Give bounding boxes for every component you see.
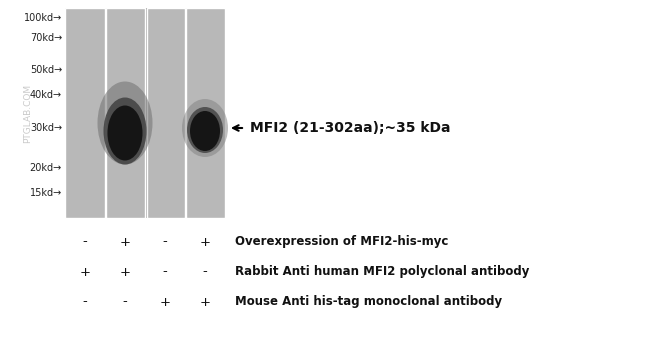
Bar (65, 8, 105, 218)
Bar (65, 8, 225, 218)
Text: 50kd→: 50kd→ (30, 65, 62, 75)
Text: 70kd→: 70kd→ (30, 33, 62, 43)
Ellipse shape (107, 105, 142, 160)
Text: 30kd→: 30kd→ (30, 123, 62, 133)
Ellipse shape (98, 81, 153, 165)
Text: 15kd→: 15kd→ (30, 188, 62, 198)
Text: +: + (120, 235, 131, 249)
Text: -: - (123, 296, 127, 308)
Text: -: - (203, 266, 207, 279)
Ellipse shape (182, 99, 228, 157)
Text: +: + (120, 266, 131, 279)
Text: MFI2 (21-302aa);~35 kDa: MFI2 (21-302aa);~35 kDa (250, 121, 450, 135)
Text: +: + (159, 296, 170, 308)
Text: -: - (83, 296, 87, 308)
Bar (186, 8, 225, 218)
Text: 20kd→: 20kd→ (30, 163, 62, 173)
Ellipse shape (187, 107, 223, 153)
Ellipse shape (103, 97, 146, 165)
Text: Overexpression of MFI2-his-myc: Overexpression of MFI2-his-myc (235, 235, 448, 249)
Text: PTGLAB.COM: PTGLAB.COM (23, 84, 32, 143)
Text: +: + (200, 296, 211, 308)
Text: Mouse Anti his-tag monoclonal antibody: Mouse Anti his-tag monoclonal antibody (235, 296, 502, 308)
Bar (147, 8, 185, 218)
Text: -: - (162, 266, 168, 279)
Text: +: + (79, 266, 90, 279)
Text: Rabbit Anti human MFI2 polyclonal antibody: Rabbit Anti human MFI2 polyclonal antibo… (235, 266, 529, 279)
Text: -: - (162, 235, 168, 249)
Text: -: - (83, 235, 87, 249)
Bar (106, 8, 145, 218)
Text: 100kd→: 100kd→ (24, 13, 62, 23)
Text: +: + (200, 235, 211, 249)
Text: 40kd→: 40kd→ (30, 90, 62, 100)
Ellipse shape (190, 111, 220, 151)
